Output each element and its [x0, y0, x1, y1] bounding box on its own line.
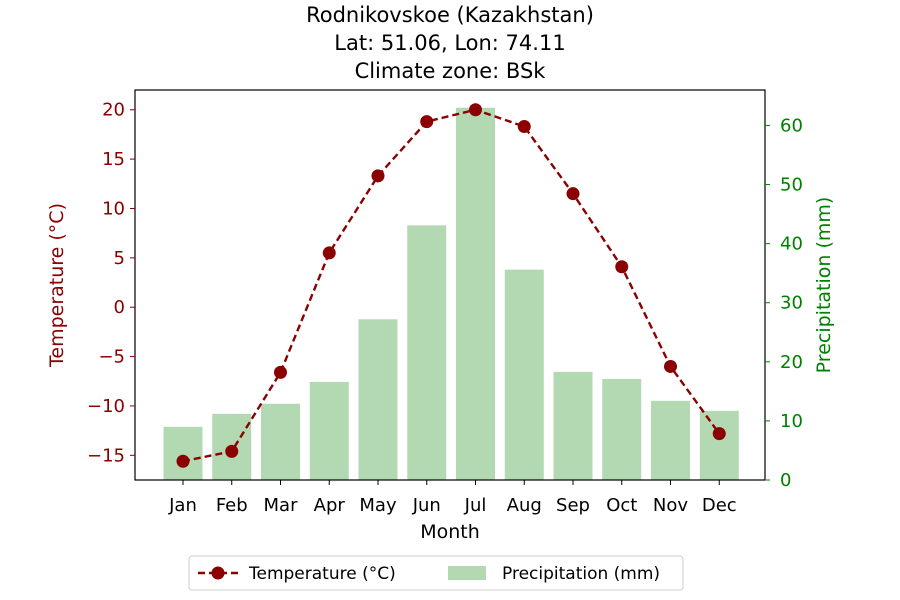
precipitation-bar-oct — [602, 378, 642, 480]
temperature-point-nov — [664, 359, 677, 373]
y-left-tick-label: 20 — [102, 100, 125, 121]
legend: Temperature (°C) Precipitation (mm) — [188, 555, 684, 591]
legend-precipitation-swatch — [448, 566, 486, 580]
title-line-1: Rodnikovskoe (Kazakhstan) — [306, 3, 594, 27]
temperature-point-mar — [274, 365, 287, 379]
y-right-tick-label: 20 — [780, 352, 803, 373]
y-left-tick-label: 10 — [102, 198, 125, 219]
x-axis: Jan Feb Mar Apr May Jun Jul Aug Sep Oct Nov Dec — [168, 480, 737, 516]
y-left-tick-label: −5 — [98, 347, 125, 368]
y-left-tick-label: −10 — [87, 396, 125, 417]
y-axis-left: −15 −10 −5 0 5 10 15 20 — [87, 100, 135, 466]
legend-box — [188, 555, 684, 591]
x-tick-label-jan: Jan — [168, 495, 197, 516]
precipitation-bar-jul — [456, 107, 495, 481]
temperature-point-dec — [712, 427, 726, 441]
legend-temperature-marker — [211, 566, 225, 580]
temperature-point-jun — [420, 115, 434, 129]
y-left-tick-label: 15 — [102, 149, 125, 170]
y-axis-left-label: Temperature (°C) — [46, 203, 68, 368]
x-tick-label-feb: Feb — [216, 495, 248, 516]
title-line-2: Lat: 51.06, Lon: 74.11 — [334, 31, 565, 55]
temperature-point-may — [371, 169, 385, 183]
x-tick-label-jun: Jun — [412, 495, 441, 516]
legend-precipitation-label: Precipitation (mm) — [502, 564, 660, 584]
title-line-3: Climate zone: BSk — [355, 59, 547, 83]
temperature-point-sep — [566, 187, 580, 201]
x-tick-label-dec: Dec — [702, 495, 737, 516]
x-axis-label: Month — [420, 521, 480, 543]
x-tick-label-sep: Sep — [556, 495, 590, 516]
y-axis-right: 0 10 20 30 40 50 60 — [765, 115, 803, 491]
precipitation-bar-sep — [553, 371, 593, 480]
temperature-point-apr — [322, 246, 336, 260]
precipitation-bar-jun — [407, 225, 447, 480]
chart-title: Rodnikovskoe (Kazakhstan) Lat: 51.06, Lo… — [306, 3, 594, 83]
x-tick-label-nov: Nov — [653, 495, 688, 516]
precipitation-bars — [163, 107, 739, 481]
temperature-point-jul — [469, 103, 482, 117]
y-left-tick-label: −15 — [87, 445, 125, 466]
y-right-tick-label: 40 — [780, 234, 803, 255]
precipitation-bar-jan — [163, 426, 203, 480]
temperature-line — [176, 103, 726, 468]
precipitation-bar-nov — [651, 400, 690, 480]
x-tick-label-mar: Mar — [264, 495, 299, 516]
legend-temperature-label: Temperature (°C) — [248, 564, 396, 584]
y-right-tick-label: 60 — [780, 115, 803, 136]
x-tick-label-aug: Aug — [507, 495, 542, 516]
y-right-tick-label: 0 — [780, 470, 791, 491]
y-right-tick-label: 30 — [780, 293, 803, 314]
temperature-point-aug — [517, 120, 531, 134]
temperature-series-line — [182, 108, 721, 463]
x-tick-label-apr: Apr — [314, 495, 346, 516]
y-left-tick-label: 5 — [114, 248, 125, 269]
precipitation-bar-dec — [699, 410, 739, 480]
y-right-tick-label: 50 — [780, 175, 803, 196]
temperature-point-oct — [615, 260, 629, 274]
precipitation-bar-apr — [309, 381, 349, 480]
temperature-point-feb — [225, 444, 239, 458]
x-tick-label-jul: Jul — [464, 495, 487, 516]
y-axis-right-label: Precipitation (mm) — [813, 197, 835, 374]
temperature-point-jan — [176, 454, 190, 468]
y-right-tick-label: 10 — [780, 411, 803, 432]
precipitation-bar-mar — [261, 403, 300, 480]
x-tick-label-may: May — [359, 495, 397, 516]
precipitation-bar-aug — [504, 269, 544, 480]
y-left-tick-label: 0 — [114, 297, 125, 318]
precipitation-bar-may — [358, 319, 398, 480]
x-tick-label-oct: Oct — [606, 495, 637, 516]
plot-frame — [134, 89, 766, 481]
